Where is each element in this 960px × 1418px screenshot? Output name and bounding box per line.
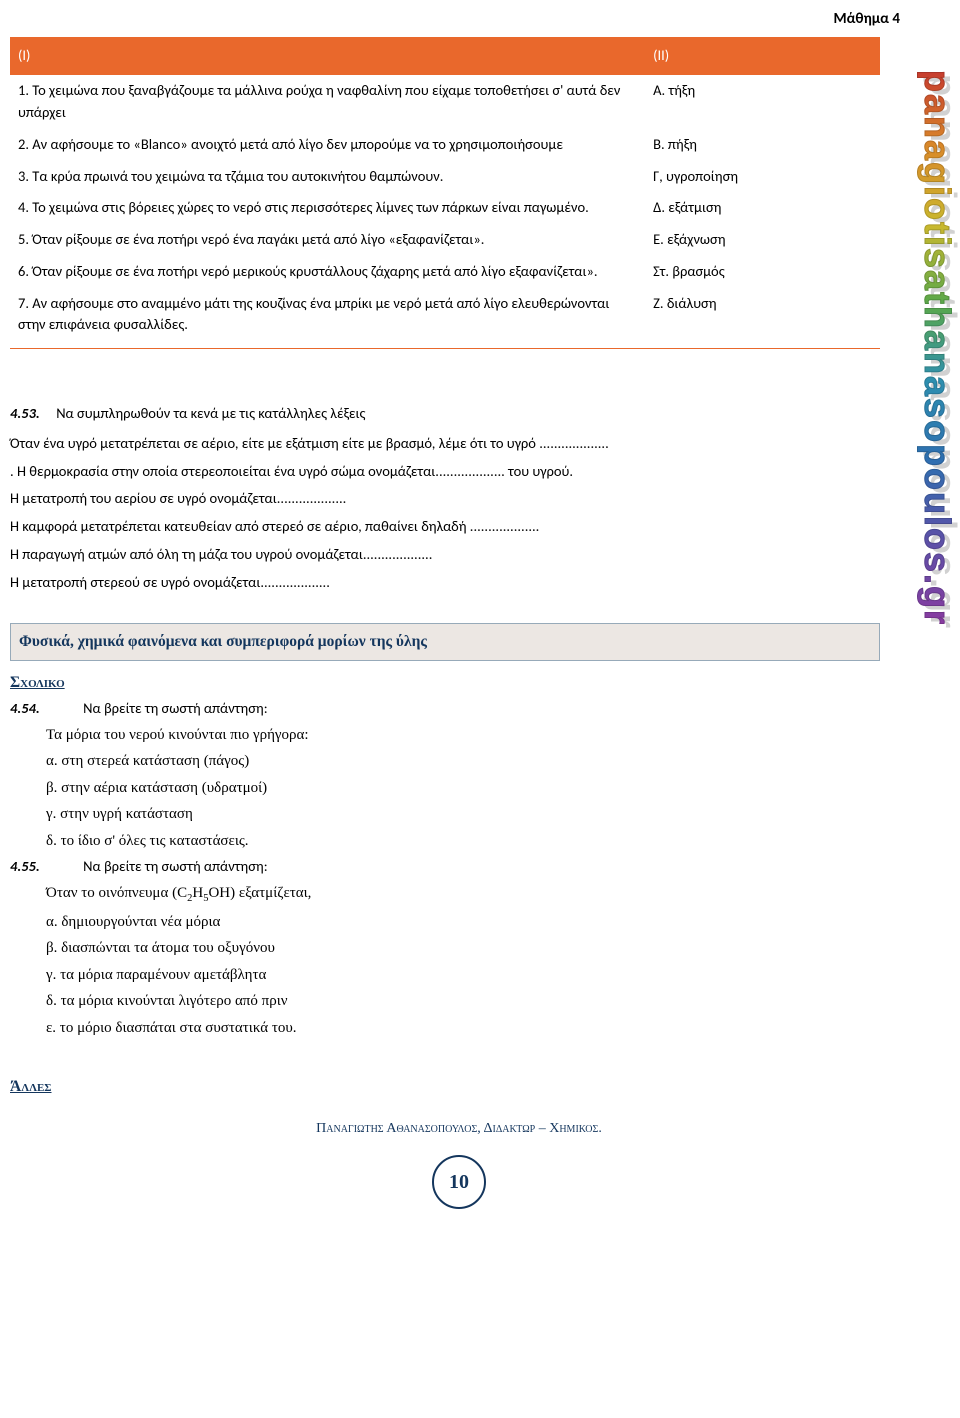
ex-option: α. στη στερεά κατάσταση (πάγος) xyxy=(46,750,908,773)
ex-option: γ. τα μόρια παραμένουν αμετάβλητα xyxy=(46,964,908,987)
table-row: 5. Όταν ρίξουμε σε ένα ποτήρι νερό ένα π… xyxy=(10,224,880,256)
ex-option: δ. το ίδιο σ' όλες τις καταστάσεις. xyxy=(46,830,908,853)
ex-prompt: Να βρείτε τη σωστή απάντηση: xyxy=(83,699,268,717)
fill-line: . Η θερμοκρασία στην οποία στερεοποιείτα… xyxy=(10,461,908,483)
table-cell-right: Γ, υγροποίηση xyxy=(645,161,880,193)
table-cell-left: 5. Όταν ρίξουμε σε ένα ποτήρι νερό ένα π… xyxy=(10,224,645,256)
table-row: 1. Το χειμώνα που ξαναβγάζουμε τα μάλλιν… xyxy=(10,75,880,129)
fill-line: Η καμφορά μετατρέπεται κατευθείαν από στ… xyxy=(10,516,908,538)
sxoliko-label: Σχολικο xyxy=(10,671,908,694)
table-cell-right: Ζ. διάλυση xyxy=(645,288,880,349)
ex-lead: Τα μόρια του νερού κινούνται πιο γρήγορα… xyxy=(46,724,908,747)
table-row: 2. Αν αφήσουμε το «Blanco» ανοιχτό μετά … xyxy=(10,129,880,161)
fill-line: Η παραγωγή ατμών από όλη τη μάζα του υγρ… xyxy=(10,544,908,566)
ex-prompt-line: 4.54. Να βρείτε τη σωστή απάντηση: xyxy=(10,698,908,720)
table-cell-left: 3. Τα κρύα πρωινά του χειμώνα τα τζάμια … xyxy=(10,161,645,193)
ex-option: β. διασπώνται τα άτομα του οξυγόνου xyxy=(46,937,908,960)
table-cell-left: 2. Αν αφήσουμε το «Blanco» ανοιχτό μετά … xyxy=(10,129,645,161)
ex-number: 4.55. xyxy=(10,857,40,875)
ex-prompt: Να βρείτε τη σωστή απάντηση: xyxy=(83,857,268,875)
ex-prompt-line: 4.55. Να βρείτε τη σωστή απάντηση: xyxy=(10,856,908,878)
fill-line: Όταν ένα υγρό μετατρέπεται σε αέριο, είτ… xyxy=(10,433,908,455)
matching-table: (Ι) (ΙΙ) 1. Το χειμώνα που ξαναβγάζουμε … xyxy=(10,37,880,350)
table-row: 4. Το χειμώνα στις βόρειες χώρες το νερό… xyxy=(10,192,880,224)
fill-line: Η μετατροπή του αερίου σε υγρό ονομάζετα… xyxy=(10,488,908,510)
table-cell-left: 1. Το χειμώνα που ξαναβγάζουμε τα μάλλιν… xyxy=(10,75,645,129)
table-cell-right: Β. πήξη xyxy=(645,129,880,161)
ex-option: δ. τα μόρια κινούνται λιγότερο από πριν xyxy=(46,990,908,1013)
ex-number: 4.54. xyxy=(10,699,40,717)
table-cell-right: Α. τήξη xyxy=(645,75,880,129)
page-content: Μάθημα 4 (Ι) (ΙΙ) 1. Το χειμώνα που ξανα… xyxy=(0,0,960,1209)
table-cell-right: Στ. βρασμός xyxy=(645,256,880,288)
fill-line: Η μετατροπή στερεού σε υγρό ονομάζεται..… xyxy=(10,572,908,594)
table-row: 7. Αν αφήσουμε στο αναμμένο μάτι της κου… xyxy=(10,288,880,349)
table-cell-left: 4. Το χειμώνα στις βόρειες χώρες το νερό… xyxy=(10,192,645,224)
table-cell-left: 7. Αν αφήσουμε στο αναμμένο μάτι της κου… xyxy=(10,288,645,349)
table-cell-right: Δ. εξάτμιση xyxy=(645,192,880,224)
table-cell-right: Ε. εξάχνωση xyxy=(645,224,880,256)
section-title: Φυσικά, χημικά φαινόμενα και συμπεριφορά… xyxy=(10,623,880,660)
exercise-455: 4.55. Να βρείτε τη σωστή απάντηση: Όταν … xyxy=(10,856,908,1039)
table-row: 3. Τα κρύα πρωινά του χειμώνα τα τζάμια … xyxy=(10,161,880,193)
alles-label: Άλλες xyxy=(10,1075,908,1098)
table-head-left: (Ι) xyxy=(10,37,645,75)
ex-title-text: Να συμπληρωθούν τα κενά με τις κατάλληλε… xyxy=(56,404,365,422)
exercise-453: 4.53. Να συμπληρωθούν τα κενά με τις κατ… xyxy=(10,403,908,593)
table-cell-left: 6. Όταν ρίξουμε σε ένα ποτήρι νερό μερικ… xyxy=(10,256,645,288)
ex-option: ε. το μόριο διασπάται στα συστατικά του. xyxy=(46,1017,908,1040)
table-head-right: (ΙΙ) xyxy=(645,37,880,75)
table-row: 6. Όταν ρίξουμε σε ένα ποτήρι νερό μερικ… xyxy=(10,256,880,288)
ex-option: β. στην αέρια κατάσταση (υδρατμοί) xyxy=(46,777,908,800)
ex-lead: Όταν το οινόπνευμα (C2H5OH) εξατμίζεται, xyxy=(46,882,908,907)
ex-option: α. δημιουργούνται νέα μόρια xyxy=(46,911,908,934)
ex-number: 4.53. xyxy=(10,404,40,422)
exercise-454: 4.54. Να βρείτε τη σωστή απάντηση: Τα μό… xyxy=(10,698,908,852)
lesson-header: Μάθημα 4 xyxy=(10,8,908,31)
ex-title: 4.53. Να συμπληρωθούν τα κενά με τις κατ… xyxy=(10,403,908,425)
footer-author: Παναγιωτης Αθανασοπουλος, Διδακτωρ – Χημ… xyxy=(10,1118,908,1139)
ex-option: γ. στην υγρή κατάσταση xyxy=(46,803,908,826)
page-number-badge: 10 xyxy=(432,1155,486,1209)
